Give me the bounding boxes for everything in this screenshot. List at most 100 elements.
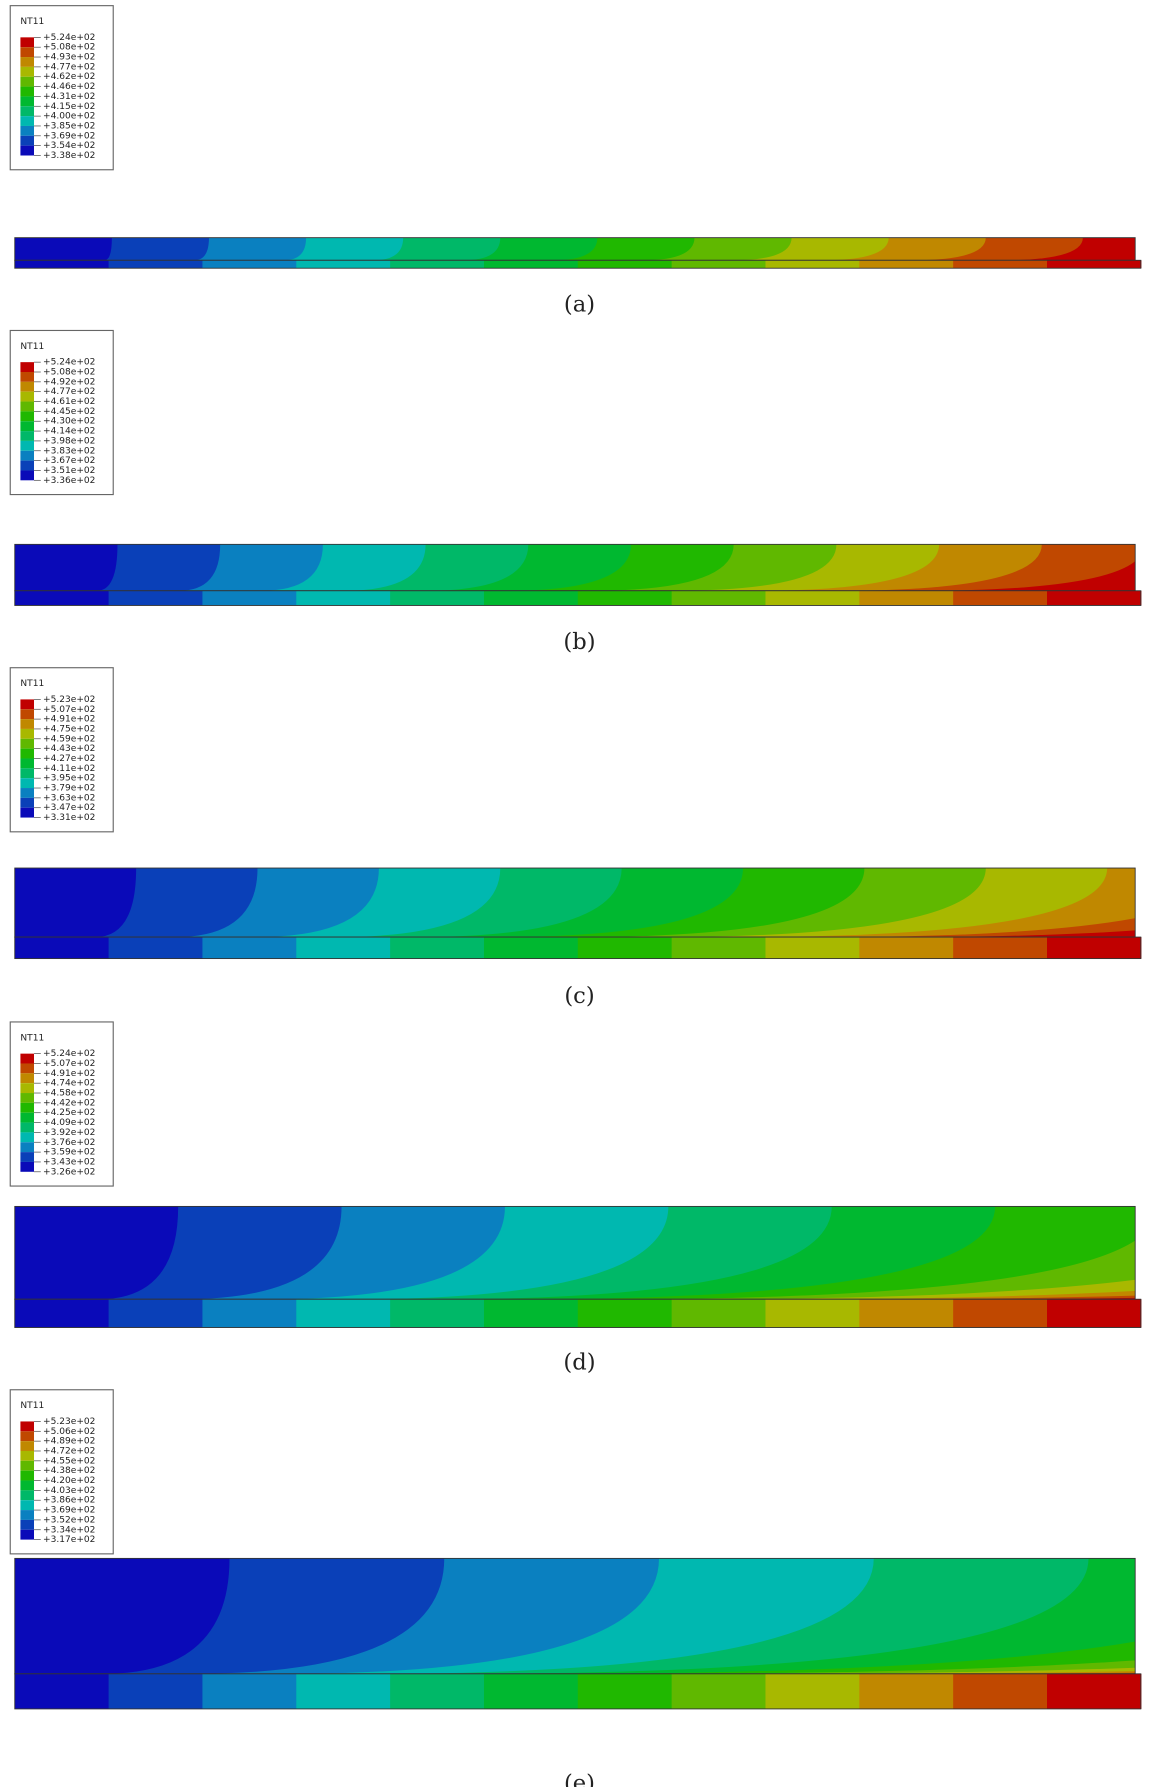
legend-swatch [20,1529,35,1540]
strip-band [296,1299,391,1328]
strip-band [765,937,860,959]
legend-label: +4.43e+02 [43,744,95,754]
legend-swatch [20,135,35,146]
legend-label: +4.77e+02 [43,387,95,397]
strip-band [577,260,673,269]
strip-band [577,1673,673,1709]
legend-swatch [20,1142,35,1153]
strip-band [953,1673,1048,1709]
legend-label: +3.17e+02 [43,1535,95,1545]
legend-title: NT11 [20,679,44,689]
legend-swatch [20,778,35,789]
legend-label: +4.15e+02 [43,102,95,112]
legend-swatch [20,47,35,58]
legend-label: +3.31e+02 [43,813,95,823]
legend-swatch [20,788,35,798]
caption: (c) [564,983,594,1009]
legend-label: +4.27e+02 [43,754,95,764]
strip-band [390,1299,485,1328]
strip-band [671,1299,767,1328]
legend-swatch [20,460,35,471]
strip-band [671,1673,767,1709]
legend-label: +4.31e+02 [43,92,95,102]
strip-outline [14,936,1142,960]
legend-swatch [20,1083,35,1094]
legend-label: +4.59e+02 [43,734,95,744]
strip-band [1046,590,1142,606]
legend-swatch [20,440,35,451]
strip-band [859,937,954,959]
strip-band [390,1673,485,1709]
legend-label: +4.03e+02 [43,1486,95,1496]
strip-band [483,1299,579,1328]
legend-label: +3.43e+02 [43,1157,95,1167]
legend-label: +4.20e+02 [43,1476,95,1486]
contour-band [14,1206,179,1300]
legend-label: +5.24e+02 [43,1049,95,1059]
legend-swatch [20,1460,35,1471]
legend-swatch [20,797,35,808]
strip-band [14,1299,110,1328]
legend-swatch [20,1063,35,1074]
legend-swatch [20,76,35,87]
legend-swatch [20,1519,35,1530]
strip-band [390,590,485,606]
legend-swatch [20,125,35,136]
strip-band [953,260,1048,269]
legend-title: NT11 [20,1033,44,1043]
strip-band [108,1299,204,1328]
legend-label: +3.38e+02 [43,151,95,161]
legend-label: +4.58e+02 [43,1089,95,1099]
legend-swatch [20,431,35,441]
legend-swatch [20,1132,35,1143]
legend-label: +3.86e+02 [43,1496,95,1506]
legend-label: +4.55e+02 [43,1456,95,1466]
legend-swatch [20,470,35,481]
legend-swatch [20,1053,35,1064]
legend-title: NT11 [20,1401,44,1411]
legend-swatch [20,96,35,107]
strip-band [765,1299,860,1328]
legend-label: +3.26e+02 [43,1167,95,1177]
legend-label: +3.54e+02 [43,141,95,151]
upper-contour [14,237,1136,261]
legend-swatch [20,37,35,48]
strip-band [953,937,1048,959]
strip-band [671,937,767,959]
legend-label: +4.89e+02 [43,1437,95,1447]
strip-band [390,260,485,269]
legend-swatch [20,421,35,432]
legend-swatch [20,1470,35,1481]
legend-label: +3.69e+02 [43,1506,95,1516]
legend-label: +3.59e+02 [43,1148,95,1158]
legend-label: +5.23e+02 [43,1417,95,1427]
legend-label: +3.98e+02 [43,436,95,446]
strip-band [859,590,954,606]
legend-label: +4.09e+02 [43,1118,95,1128]
legend-label: +4.30e+02 [43,417,95,427]
legend-swatch [20,1510,35,1520]
legend-label: +3.34e+02 [43,1525,95,1535]
strip-band [1046,1673,1142,1709]
legend-swatch [20,758,35,769]
legend-swatch [20,1480,35,1491]
legend-label: +4.75e+02 [43,724,95,734]
legend-swatch [20,371,35,382]
strip-band [108,1673,204,1709]
legend-swatch [20,106,35,117]
legend-swatch [20,1421,35,1432]
legend-swatch [20,768,35,779]
legend-label: +4.14e+02 [43,427,95,437]
strip-outline [14,259,1142,269]
legend-label: +3.67e+02 [43,456,95,466]
legend-swatch [20,1102,35,1113]
legend-label: +4.74e+02 [43,1079,95,1089]
legend-label: +3.63e+02 [43,793,95,803]
legend-swatch [20,1152,35,1162]
upper-contour [14,1206,1136,1300]
strip-band [296,590,391,606]
legend-swatch [20,1112,35,1123]
contour-band [14,544,118,591]
